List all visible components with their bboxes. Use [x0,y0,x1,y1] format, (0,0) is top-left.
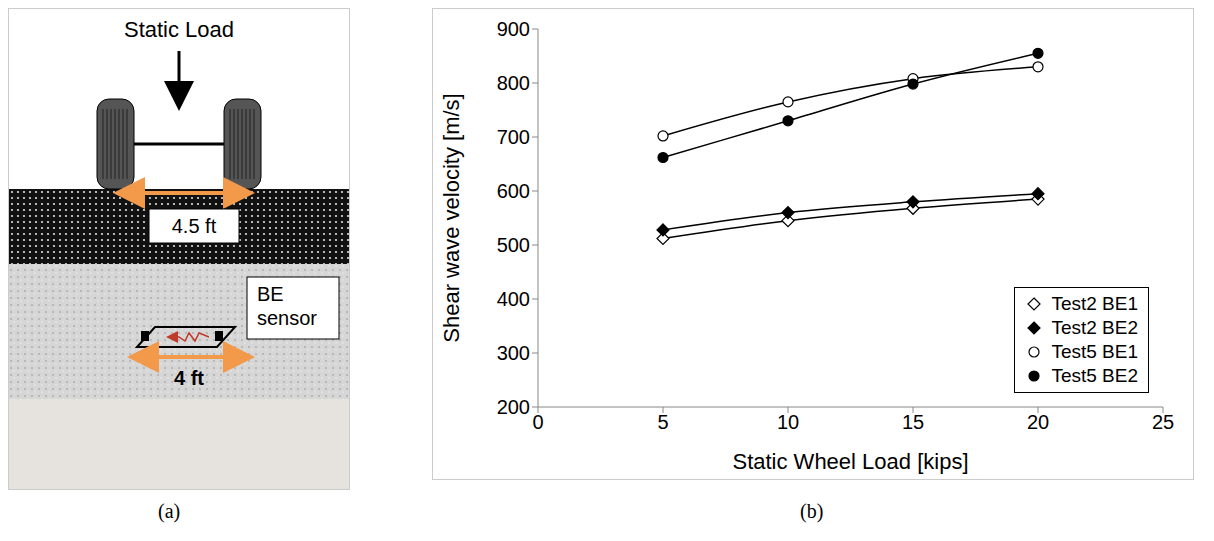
svg-text:BEsensor: BEsensor [257,283,317,329]
html-text:Test2 BE2: Test2 BE2 [1051,317,1138,338]
svg-text:10: 10 [777,411,799,433]
svg-text:900: 900 [497,18,530,40]
svg-text:Shear wave velocity [m/s]: Shear wave velocity [m/s] [439,93,464,342]
svg-text:700: 700 [497,126,530,148]
html-text:(b): (b) [800,500,824,522]
svg-text:4 ft: 4 ft [174,367,204,389]
svg-text:15: 15 [902,411,924,433]
svg-text:Static Wheel Load [kips]: Static Wheel Load [kips] [732,449,968,474]
html-text:Test5 BE1: Test5 BE1 [1051,341,1138,362]
svg-text:0: 0 [532,411,543,433]
svg-text:5: 5 [657,411,668,433]
svg-text:400: 400 [497,288,530,310]
svg-text:25: 25 [1152,411,1174,433]
svg-text:Static Load: Static Load [124,17,234,42]
svg-text:800: 800 [497,72,530,94]
svg-text:300: 300 [497,342,530,364]
svg-text:20: 20 [1027,411,1049,433]
svg-text:4.5 ft: 4.5 ft [172,215,217,237]
html-text:(a): (a) [158,500,181,522]
svg-text:500: 500 [497,234,530,256]
html-text:Test5 BE2: Test5 BE2 [1051,365,1138,386]
svg-text:200: 200 [497,396,530,418]
svg-text:600: 600 [497,180,530,202]
html-text:Test2 BE1: Test2 BE1 [1051,293,1138,314]
